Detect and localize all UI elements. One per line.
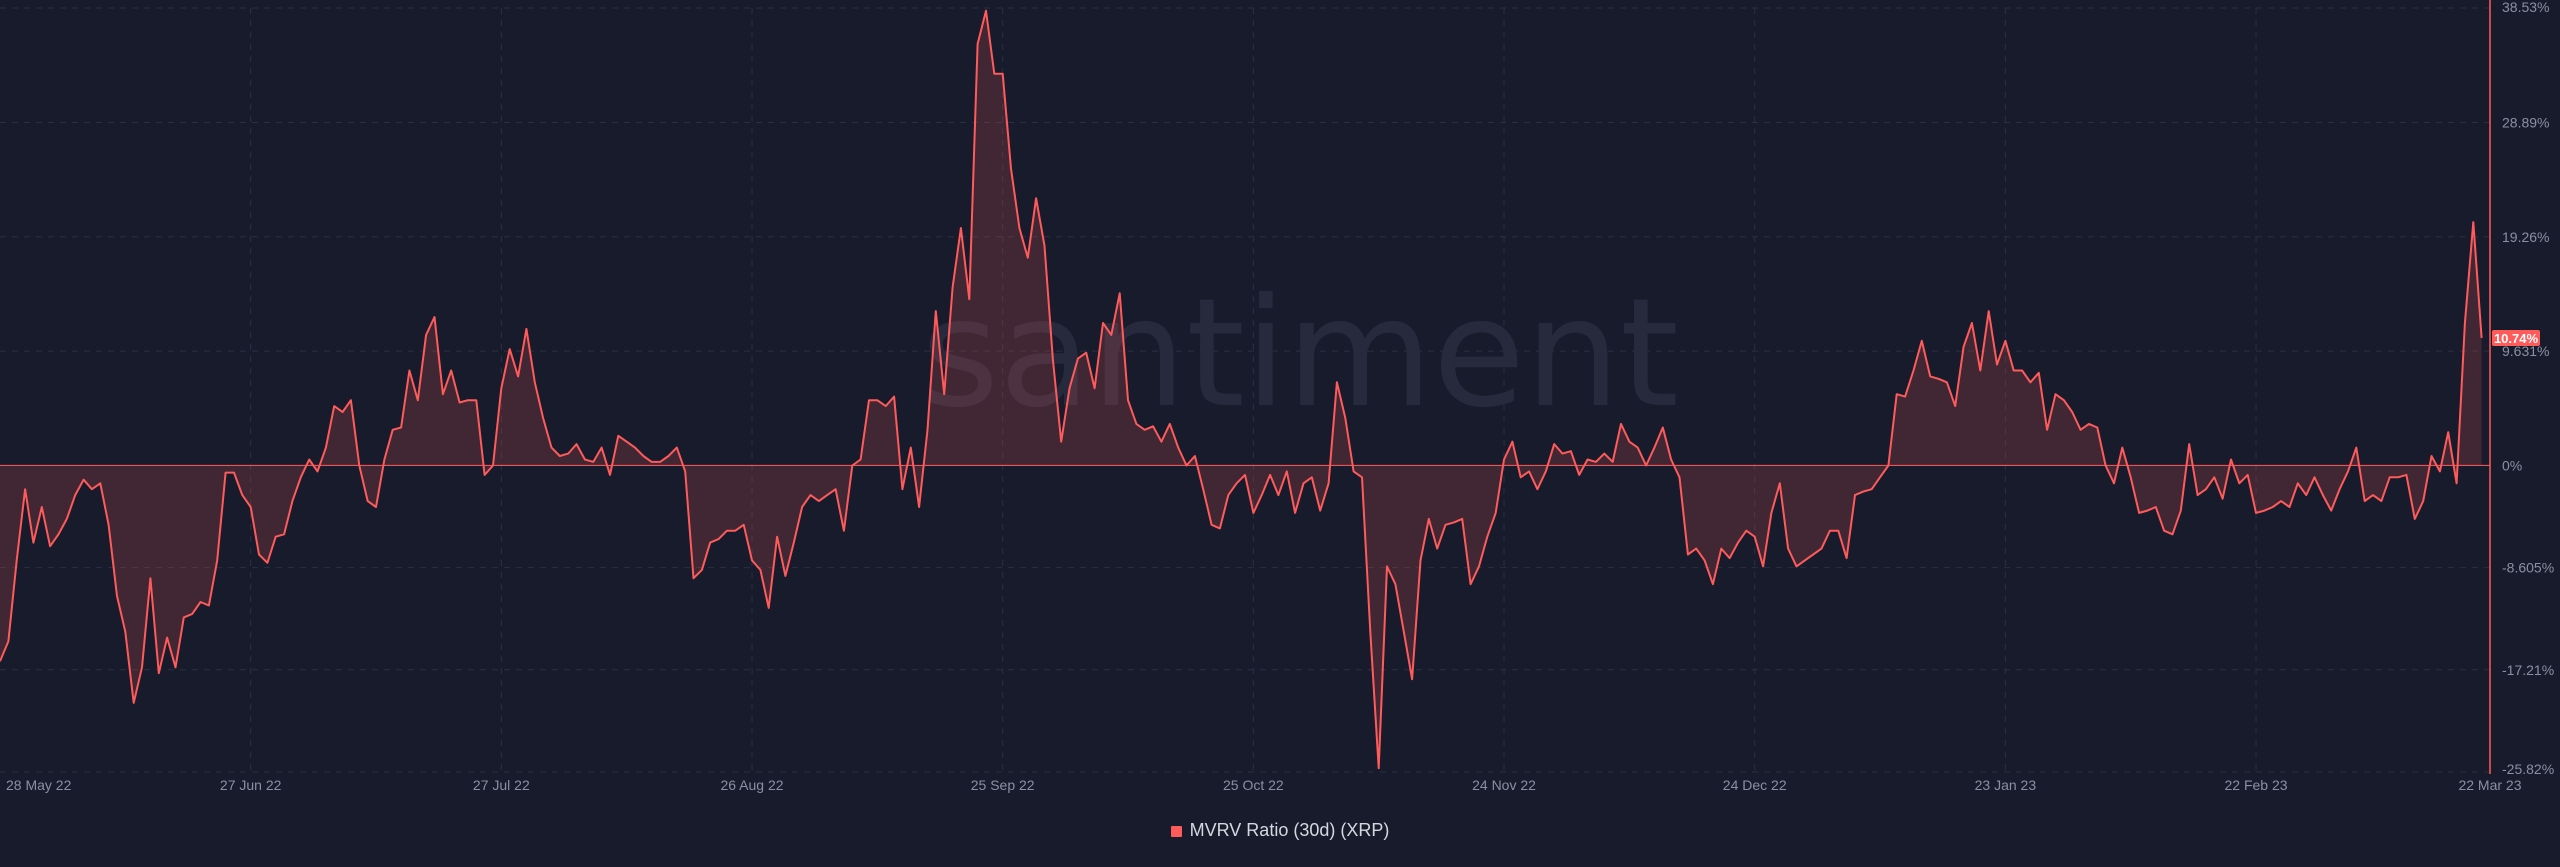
y-tick-label: -8.605% [2502,560,2554,576]
y-tick-label: 0% [2502,457,2522,473]
x-tick-label: 22 Feb 23 [2225,777,2288,793]
series-line [0,9,2483,770]
current-value-label: 10.74% [2494,331,2539,346]
series-area-fill [0,10,2482,769]
x-tick-label: 26 Aug 22 [720,777,783,793]
x-tick-label: 24 Dec 22 [1723,777,1787,793]
y-tick-label: 38.53% [2502,0,2549,15]
legend-swatch [1170,826,1182,837]
y-tick-label: 9.631% [2502,343,2549,359]
legend[interactable]: MVRV Ratio (30d) (XRP) [0,820,2560,841]
y-tick-label: 19.26% [2502,229,2549,245]
y-tick-label: 28.89% [2502,114,2549,130]
legend-series-label: MVRV Ratio (30d) (XRP) [1189,820,1390,840]
x-tick-label: 22 Mar 23 [2458,777,2521,793]
x-tick-label: 24 Nov 22 [1472,777,1536,793]
axes: 38.53% 28.89% 19.26% 9.631% 0% -8.605% -17.21%… [6,0,2554,793]
x-tick-label: 25 Oct 22 [1223,777,1284,793]
x-tick-label: 28 May 22 [6,777,72,793]
series-mvrv-ratio [0,9,2490,770]
y-tick-label: -25.82% [2502,761,2554,777]
y-tick-label: -17.21% [2502,662,2554,678]
current-value-tag [2492,329,2540,346]
current-value-marker: 10.74% [2492,329,2540,346]
x-tick-label: 25 Sep 22 [971,777,1035,793]
x-tick-label: 23 Jan 23 [1975,777,2037,793]
grid [0,7,2490,773]
x-tick-label: 27 Jul 22 [473,777,530,793]
x-tick-label: 27 Jun 22 [220,777,282,793]
